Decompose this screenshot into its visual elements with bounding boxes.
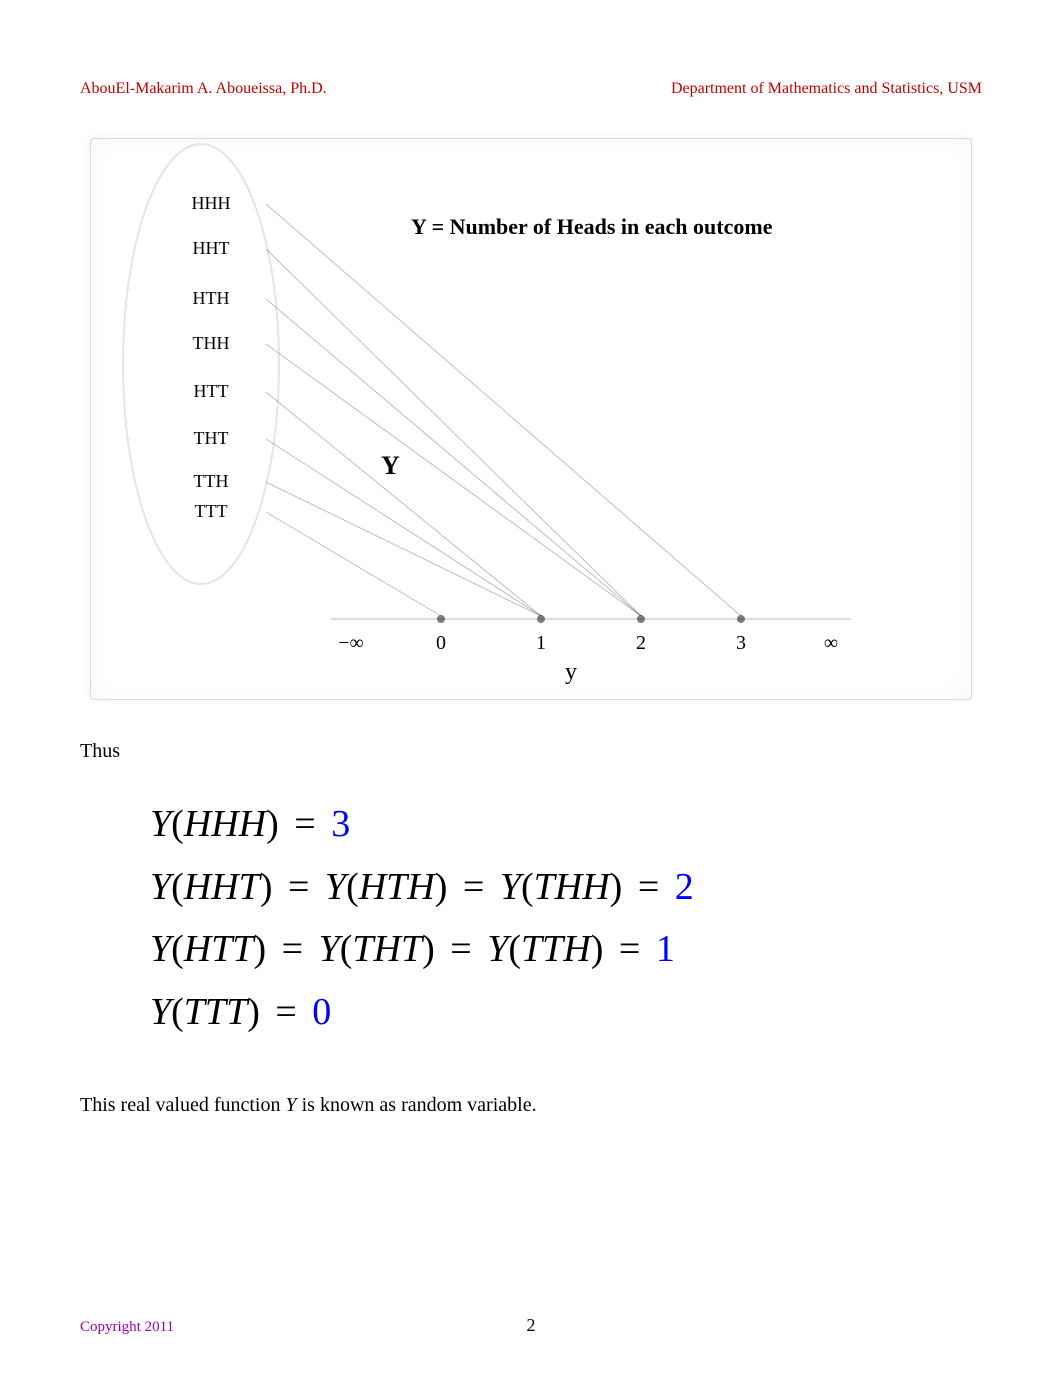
page-footer: Copyright 2011 2 [80,1318,982,1336]
equation-token: Y [487,928,508,970]
equation-line: Y(HHT) = Y(HTH) = Y(THH) = 2 [150,856,982,919]
equation-token: Y [500,866,521,908]
equation-token: 2 [675,866,694,908]
page-header: AbouEl-Makarim A. Aboueissa, Ph.D. Depar… [80,80,982,98]
sentence-post: is known as random variable. [297,1094,537,1116]
equation-token: ) [435,866,448,908]
function-label-y: Y [381,451,400,480]
page-number: 2 [527,1315,536,1336]
equation-token: Y [150,803,171,845]
mapping-line [266,439,541,616]
equation-token: ( [340,928,353,970]
axis-dot [737,615,745,623]
equation-token: THT [352,928,422,970]
axis-tick-label: 1 [536,632,546,654]
axis-tick-label: 0 [436,632,446,654]
sentence-pre: This real valued function [80,1094,286,1116]
equation-line: Y(HTT) = Y(THT) = Y(TTH) = 1 [150,918,982,981]
mapping-lines [266,204,741,616]
sentence-var: Y [286,1094,297,1116]
equation-token: HTT [184,928,254,970]
axis-ticks: −∞ 0 1 2 3 ∞ [338,615,838,654]
equation-token: ( [171,928,184,970]
equation-token: ) [422,928,435,970]
equation-token: ) [247,991,260,1033]
equation-token: 0 [312,991,331,1033]
outcome-label: HHT [193,238,230,258]
equation-token: ( [521,866,534,908]
outcome-label: THT [194,428,229,448]
equation-token: ( [171,866,184,908]
equations-block: Y(HHH) = 3Y(HHT) = Y(HTH) = Y(THH) = 2Y(… [150,793,982,1044]
page: AbouEl-Makarim A. Aboueissa, Ph.D. Depar… [0,0,1062,1376]
equation-token: ) [254,928,267,970]
equation-line: Y(HHH) = 3 [150,793,982,856]
header-author: AbouEl-Makarim A. Aboueissa, Ph.D. [80,80,327,98]
equation-token: = [272,928,312,970]
equation-token: = [441,928,481,970]
closing-sentence: This real valued function Y is known as … [80,1094,982,1117]
equation-line: Y(TTT) = 0 [150,981,982,1044]
mapping-line [266,482,541,616]
equation-token: ( [346,866,359,908]
thus-label: Thus [80,740,982,763]
equation-token: HTH [359,866,435,908]
outcome-label: THH [193,333,230,353]
equation-token: TTT [184,991,247,1033]
equation-token: = [278,866,318,908]
outcome-label: HTT [194,381,229,401]
mapping-line [266,249,641,616]
diagram-title: Y = Number of Heads in each outcome [411,214,773,239]
equation-token: Y [150,928,171,970]
equation-token: ( [171,803,184,845]
equation-token: = [628,866,668,908]
equation-token: ( [508,928,521,970]
equation-token: ( [171,991,184,1033]
equation-token: Y [150,991,171,1033]
equation-token: = [285,803,325,845]
equation-token: ) [610,866,623,908]
mapping-line [266,299,641,616]
equation-token: Y [150,866,171,908]
axis-label-y: y [565,659,577,685]
equation-token: = [266,991,306,1033]
equation-token: ) [591,928,604,970]
header-department: Department of Mathematics and Statistics… [671,80,982,98]
equation-token: ) [266,803,279,845]
outcome-label: HTH [193,288,230,308]
equation-token: 1 [656,928,675,970]
equation-token: 3 [331,803,350,845]
equation-token: HHT [184,866,260,908]
axis-dot [437,615,445,623]
axis-dot [637,615,645,623]
outcome-label: TTH [194,471,229,491]
axis-tick-label: 3 [736,632,746,654]
equation-token: = [453,866,493,908]
copyright-text: Copyright 2011 [80,1319,174,1335]
axis-tick-label: 2 [636,632,646,654]
equation-token: THH [534,866,610,908]
axis-dot [537,615,545,623]
equation-token: ) [260,866,273,908]
axis-tick-label: −∞ [338,632,364,654]
equation-token: Y [325,866,346,908]
outcomes-group: HHH HHT HTH THH HTT THT TTH TTT [192,193,231,521]
diagram-svg: HHH HHT HTH THH HTT THT TTH TTT −∞ 0 1 2 3 ∞ Y = Num… [91,139,971,699]
equation-token: Y [319,928,340,970]
mapping-line [266,392,541,616]
axis-tick-label: ∞ [824,632,838,654]
equation-token: = [609,928,649,970]
equation-token: TTH [521,928,591,970]
outcome-label: HHH [192,193,231,213]
equation-token: HHH [184,803,266,845]
mapping-diagram: HHH HHT HTH THH HTT THT TTH TTT −∞ 0 1 2 3 ∞ Y = Num… [90,138,972,700]
mapping-line [266,512,441,616]
outcome-label: TTT [195,501,228,521]
